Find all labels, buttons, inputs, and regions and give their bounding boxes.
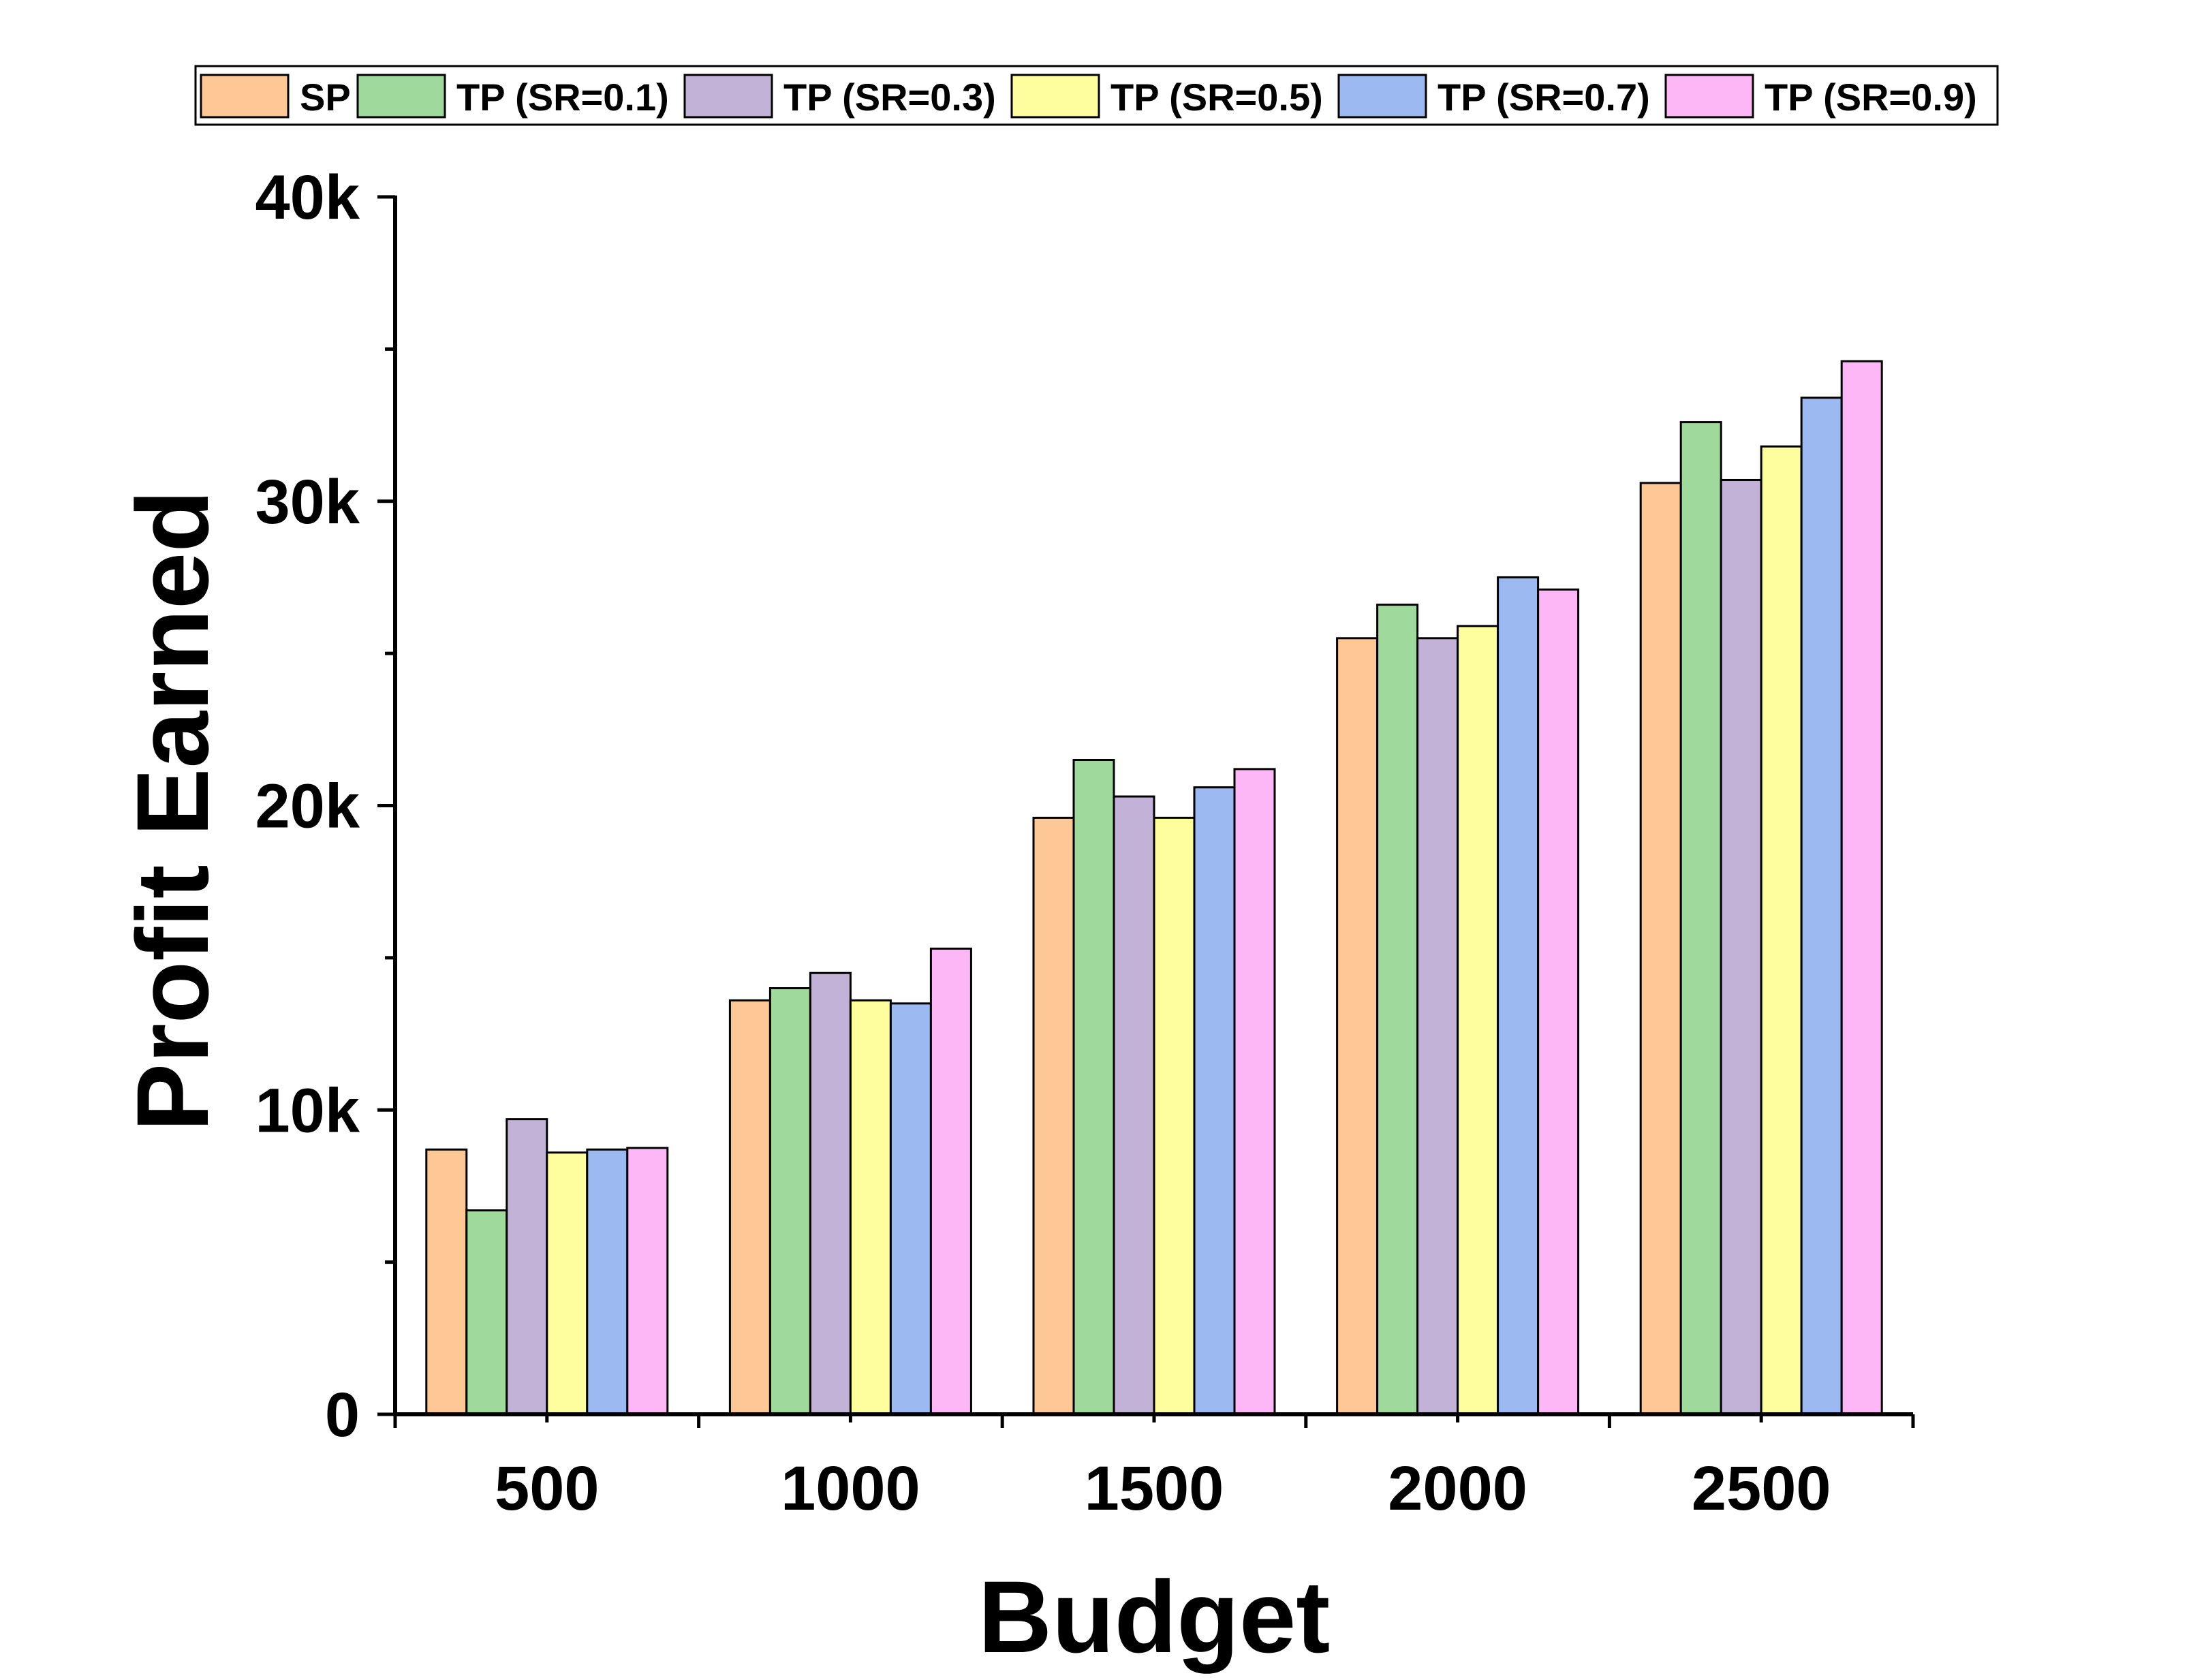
bar-2000-series-1 [1376,604,1419,1416]
bar-2500-series-2 [1720,478,1762,1416]
bar-2500-series-3 [1760,445,1803,1416]
legend-label: TP (SR=0.3) [783,76,996,119]
x-tick-label: 1500 [1085,1454,1224,1523]
bar-2000-series-2 [1416,637,1459,1416]
legend-swatch [1664,74,1754,119]
legend-swatch [356,74,446,119]
x-tick-label: 2000 [1388,1454,1527,1523]
legend-swatch [1010,74,1100,119]
bar-500-series-0 [425,1148,468,1416]
bar-1500-series-5 [1233,768,1276,1416]
y-tick-label: 40k [255,163,360,232]
bar-1500-series-4 [1193,786,1236,1416]
bar-2500-series-1 [1679,421,1722,1416]
x-tick-label: 2500 [1692,1454,1831,1523]
bar-1500-series-1 [1072,758,1115,1416]
bar-1500-series-0 [1032,816,1075,1416]
legend-label: TP (SR=0.1) [456,76,669,119]
bar-500-series-1 [465,1209,508,1416]
bar-1000-series-0 [728,999,771,1416]
bar-1000-series-5 [929,947,972,1416]
legend-label: TP (SR=0.7) [1438,76,1650,119]
axes: 500 1000 1500 2000 2500 0 10k 20k 30k 40k [255,163,1915,1523]
legend: SP TP (SR=0.1) TP (SR=0.3) TP (SR=0.5) TP (S… [194,65,1999,126]
bar-1000-series-3 [849,999,892,1416]
x-tick-label: 1000 [781,1454,920,1523]
y-tick-label: 0 [325,1380,360,1450]
legend-label: SP [300,76,351,119]
bar-1000-series-1 [768,987,811,1416]
y-axis-title: Profit Earned [115,490,230,1132]
legend-swatch [200,74,290,119]
x-tick-label: 500 [495,1454,600,1523]
y-tick-label: 10k [255,1076,360,1145]
bar-2000-series-0 [1336,637,1379,1416]
bar-1500-series-2 [1113,795,1155,1416]
bar-2000-series-5 [1537,588,1580,1416]
x-axis-title: Budget [978,1559,1331,1674]
bar-500-series-2 [506,1118,548,1416]
legend-label: TP (SR=0.9) [1765,76,1977,119]
bar-1000-series-4 [889,1002,932,1416]
bar-2500-series-5 [1840,360,1883,1416]
y-tick-label: 20k [255,772,360,841]
bar-500-series-4 [586,1148,629,1416]
legend-label: TP (SR=0.5) [1110,76,1323,119]
legend-swatch [1337,74,1427,119]
bar-2000-series-4 [1497,576,1540,1416]
y-tick-label: 30k [255,467,360,537]
legend-swatch [683,74,773,119]
bar-2500-series-0 [1639,482,1682,1416]
bar-500-series-5 [626,1147,669,1416]
bar-2500-series-4 [1800,396,1843,1416]
bar-2000-series-3 [1457,625,1499,1416]
bars [425,360,1883,1416]
bar-1500-series-3 [1153,816,1196,1416]
bar-500-series-3 [546,1151,589,1416]
bar-1000-series-2 [809,971,852,1416]
